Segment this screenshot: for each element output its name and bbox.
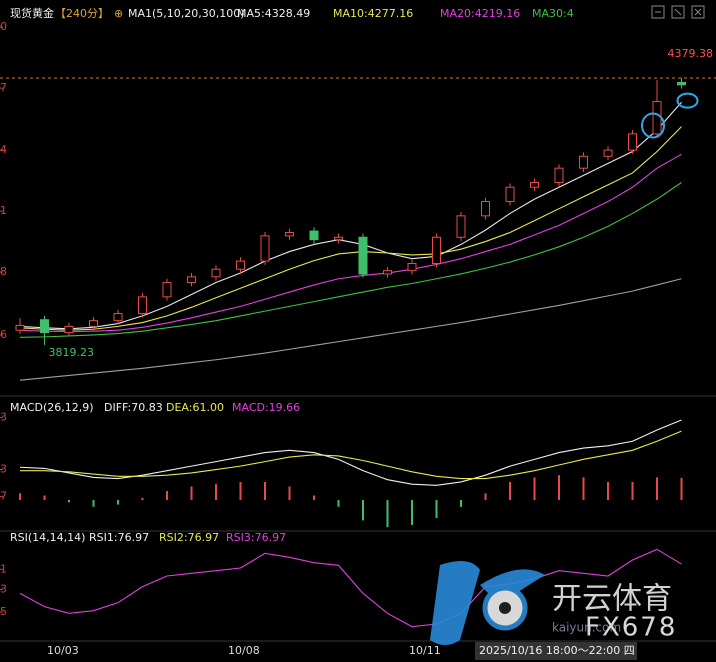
watermark-site: kaiyun.com xyxy=(552,621,621,635)
candle-body xyxy=(579,155,588,169)
y-tick-label: 3 xyxy=(0,582,7,595)
add-icon[interactable]: ⊕ xyxy=(114,7,123,20)
period[interactable]: 【240分】 xyxy=(55,7,109,20)
rsi1-legend: RSI1:76.97 xyxy=(89,531,149,544)
x-label: 10/03 xyxy=(47,644,79,657)
candle-body xyxy=(505,186,515,203)
candle-body xyxy=(554,167,564,183)
candle-body xyxy=(334,236,343,241)
candle-body xyxy=(456,215,466,238)
indicator-line xyxy=(19,182,682,338)
rsi3-legend: RSI3:76.97 xyxy=(226,531,286,544)
y-tick-label: 5 xyxy=(0,605,7,618)
candle-body xyxy=(260,235,270,262)
candle-body xyxy=(358,236,368,275)
y-tick-label: 7 xyxy=(0,81,7,94)
indicator-line xyxy=(20,430,682,480)
high-label: 4379.38 xyxy=(668,47,714,60)
candle-body xyxy=(677,81,686,86)
plot: 0 7 4 1 8 6 4379.38 3819.23 3 3 7 1 3 5 xyxy=(0,20,716,628)
indicator-line xyxy=(19,419,682,486)
y-tick-label: 6 xyxy=(0,328,7,341)
watermark: 开云体育 kaiyun.com FX678 xyxy=(430,561,677,645)
candle-body xyxy=(236,260,245,270)
candle-body xyxy=(628,133,637,151)
candle-body xyxy=(40,319,49,334)
ma30-value: MA30:4 xyxy=(532,7,574,20)
candle-body xyxy=(138,296,147,315)
diff-legend: DIFF:70.83 xyxy=(104,401,163,414)
symbol-title: 现货黄金 xyxy=(10,6,54,20)
y-tick-label: 8 xyxy=(0,265,7,278)
candle-body xyxy=(15,324,25,331)
cursor-label: 2025/10/16 18:00～22:00 四 xyxy=(479,644,635,657)
indicator-line xyxy=(19,101,682,330)
indicator-line xyxy=(19,126,682,331)
candle-body xyxy=(187,276,196,284)
rsi-legend: RSI(14,14,14) xyxy=(10,531,85,544)
watermark-code: FX678 xyxy=(585,613,677,643)
cursor-label-box xyxy=(475,642,637,660)
ma5-value: MA5:4328.49 xyxy=(237,7,310,20)
candle-body xyxy=(530,181,539,188)
candle-body xyxy=(162,282,172,298)
x-label: 10/11 xyxy=(409,644,441,657)
y-tick-label: 1 xyxy=(0,562,7,575)
window-buttons[interactable] xyxy=(651,5,705,19)
candle-body xyxy=(64,325,74,334)
y-tick-label: 3 xyxy=(0,411,7,424)
indicator-line xyxy=(19,548,682,628)
rsi2-legend: RSI2:76.97 xyxy=(159,531,219,544)
candle-body xyxy=(407,262,417,272)
macd-legend: MACD(26,12,9) xyxy=(10,401,94,414)
candle-body xyxy=(285,232,294,237)
highlight-circle xyxy=(676,92,699,109)
candle-body xyxy=(113,313,123,322)
ma20-value: MA20:4219.16 xyxy=(440,7,520,20)
y-tick-label: 3 xyxy=(0,463,7,476)
watermark-brand: 开云体育 xyxy=(552,582,672,617)
y-tick-label: 7 xyxy=(0,490,7,503)
candle-body xyxy=(89,320,98,327)
macd-value-legend: MACD:19.66 xyxy=(232,401,300,414)
y-tick-label: 1 xyxy=(0,204,7,217)
candle-body xyxy=(309,230,319,241)
y-tick-label: 4 xyxy=(0,143,7,156)
candle-body xyxy=(603,149,613,157)
candle-body xyxy=(432,236,441,264)
highlight-circle xyxy=(641,112,665,139)
candle-body xyxy=(383,270,392,275)
dea-legend: DEA:61.00 xyxy=(166,401,224,414)
x-label: 10/08 xyxy=(228,644,260,657)
candle-body xyxy=(211,268,221,278)
candle-body xyxy=(481,201,490,217)
indicator-line xyxy=(19,153,682,333)
ma10-value: MA10:4277.16 xyxy=(333,7,413,20)
indicator-line xyxy=(19,278,682,381)
candle-body xyxy=(652,100,662,135)
ma-params: MA1(5,10,20,30,100) xyxy=(128,7,245,20)
y-tick-label: 0 xyxy=(0,20,7,33)
low-label: 3819.23 xyxy=(49,346,95,359)
